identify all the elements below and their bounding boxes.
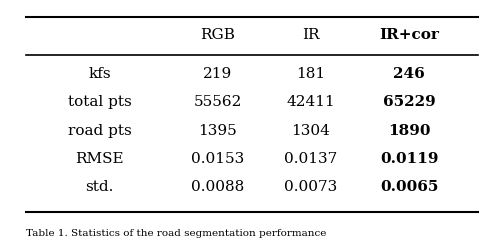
- Text: 65229: 65229: [383, 95, 436, 109]
- Text: 55562: 55562: [193, 95, 242, 109]
- Text: 0.0137: 0.0137: [284, 152, 337, 166]
- Text: IR: IR: [302, 28, 320, 42]
- Text: road pts: road pts: [68, 124, 131, 138]
- Text: 1304: 1304: [291, 124, 330, 138]
- Text: kfs: kfs: [88, 67, 111, 81]
- Text: RGB: RGB: [200, 28, 235, 42]
- Text: std.: std.: [85, 180, 114, 194]
- Text: 0.0153: 0.0153: [191, 152, 244, 166]
- Text: 1395: 1395: [198, 124, 237, 138]
- Text: total pts: total pts: [68, 95, 131, 109]
- Text: 219: 219: [203, 67, 232, 81]
- Text: Table 1. Statistics of the road segmentation performance: Table 1. Statistics of the road segmenta…: [26, 229, 327, 238]
- Text: 0.0073: 0.0073: [284, 180, 337, 194]
- Text: IR+cor: IR+cor: [379, 28, 439, 42]
- Text: 1890: 1890: [388, 124, 430, 138]
- Text: 0.0119: 0.0119: [380, 152, 438, 166]
- Text: 42411: 42411: [287, 95, 335, 109]
- Text: 0.0065: 0.0065: [380, 180, 438, 194]
- Text: 246: 246: [393, 67, 425, 81]
- Text: 0.0088: 0.0088: [191, 180, 244, 194]
- Text: RMSE: RMSE: [75, 152, 124, 166]
- Text: 181: 181: [296, 67, 326, 81]
